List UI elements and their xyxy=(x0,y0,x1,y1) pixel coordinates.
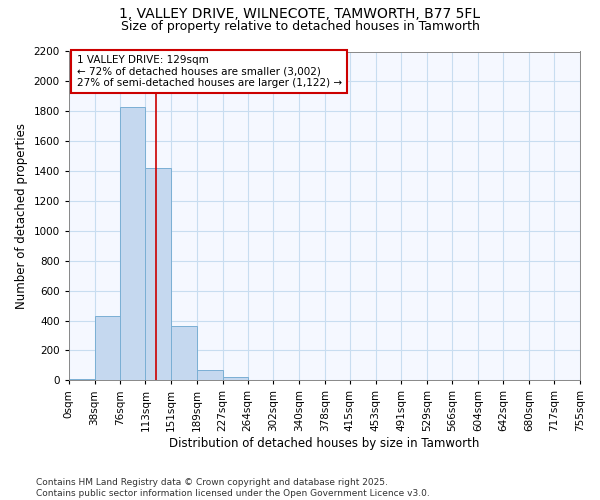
Y-axis label: Number of detached properties: Number of detached properties xyxy=(15,123,28,309)
Bar xyxy=(69,379,95,380)
Bar xyxy=(145,168,171,380)
Bar xyxy=(171,326,197,380)
Text: 1 VALLEY DRIVE: 129sqm
← 72% of detached houses are smaller (3,002)
27% of semi-: 1 VALLEY DRIVE: 129sqm ← 72% of detached… xyxy=(77,55,341,88)
Bar xyxy=(95,316,120,380)
Bar xyxy=(223,376,248,380)
Text: 1, VALLEY DRIVE, WILNECOTE, TAMWORTH, B77 5FL: 1, VALLEY DRIVE, WILNECOTE, TAMWORTH, B7… xyxy=(119,8,481,22)
Text: Size of property relative to detached houses in Tamworth: Size of property relative to detached ho… xyxy=(121,20,479,33)
Bar xyxy=(120,107,145,380)
Bar xyxy=(197,370,223,380)
Text: Contains HM Land Registry data © Crown copyright and database right 2025.
Contai: Contains HM Land Registry data © Crown c… xyxy=(36,478,430,498)
X-axis label: Distribution of detached houses by size in Tamworth: Distribution of detached houses by size … xyxy=(169,437,479,450)
